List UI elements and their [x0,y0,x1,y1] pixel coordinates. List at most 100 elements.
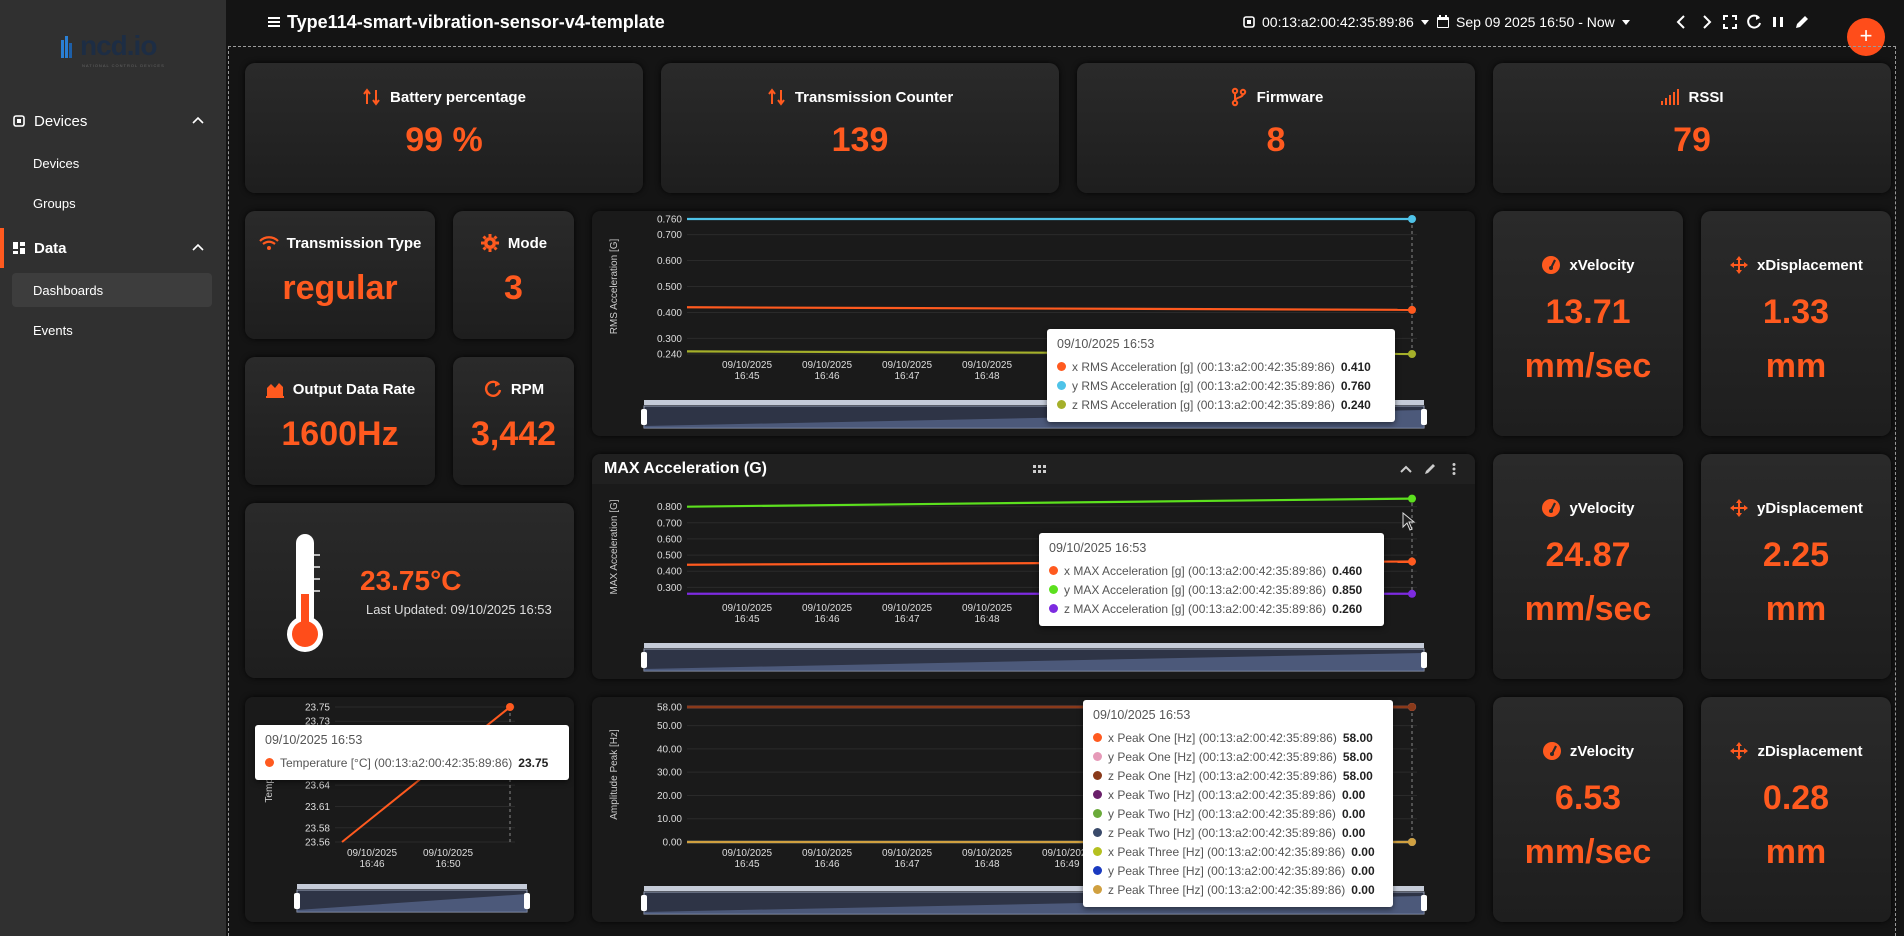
sidebar-section-data[interactable]: Data [0,228,226,268]
series-point [1408,589,1416,598]
card-title-label: yDisplacement [1757,499,1863,517]
add-widget-button[interactable]: + [1847,18,1885,56]
series-name: x MAX Acceleration [g] (00:13:a2:00:42:3… [1064,563,1327,578]
series-name: x Peak Two [Hz] (00:13:a2:00:42:35:89:86… [1108,787,1336,802]
series-point [1408,557,1416,566]
card-z-displacement: zDisplacement 0.28 mm [1701,697,1891,922]
rms-acceleration-chart[interactable]: RMS Acceleration [G] 0.760 0.700 0.600 0.500… [592,211,1475,436]
card-output-data-rate: Output Data Rate 1600Hz [245,357,435,485]
chevron-right-icon[interactable] [1698,14,1714,30]
sidebar-item-devices[interactable]: Devices [33,155,80,171]
x-tick-label: 09/10/2025 [722,603,772,614]
x-tick-label: 16:47 [894,614,919,625]
card-rssi: RSSI 79 [1493,63,1891,193]
y-tick-label: 23.75 [305,703,330,714]
card-title: yDisplacement [1701,498,1891,518]
x-tick-label: 16:48 [974,859,999,870]
card-x-velocity: xVelocity 13.71 mm/sec [1493,211,1683,436]
tooltip-row: x Peak Three [Hz] (00:13:a2:00:42:35:89:… [1093,842,1383,861]
y-tick-label: 0.500 [657,551,682,562]
card-title-label: Firmware [1256,88,1324,106]
series-name: y MAX Acceleration [g] (00:13:a2:00:42:3… [1064,582,1327,597]
dashboard-title: Type114-smart-vibration-sensor-v4-templa… [287,12,665,32]
series-point [1408,703,1416,711]
y-tick-label: 0.700 [657,518,682,529]
y-tick-label: 0.240 [657,350,682,361]
navigator-handle-left [641,409,647,425]
card-title: Firmware [1077,87,1475,107]
sidebar-item-groups[interactable]: Groups [33,195,76,211]
card-transmission-type: Transmission Type regular [245,211,435,339]
battery-value: 99 % [405,121,483,159]
sidebar-section-devices[interactable]: Devices [0,101,226,141]
pause-icon[interactable] [1770,14,1786,30]
y-displacement-unit: mm [1765,590,1827,628]
series-value: 58.00 [1342,768,1373,783]
y-tick-label: 0.00 [663,838,683,849]
gauge-icon [1542,256,1561,274]
device-selector[interactable]: 00:13:a2:00:42:35:89:86 [1242,14,1430,30]
tooltip-row: x RMS Acceleration [g] (00:13:a2:00:42:3… [1057,357,1385,376]
collapse-icon[interactable] [1399,462,1413,476]
refresh-icon[interactable] [1746,14,1762,30]
transmission-type-value: regular [282,269,398,307]
series-value: 23.75 [518,755,549,770]
sidebar: ncd.io NATIONAL CONTROL DEVICES Devices … [0,0,226,936]
x-tick-label: 16:47 [894,371,919,382]
fullscreen-icon[interactable] [1722,14,1738,30]
counter-value: 139 [831,121,889,159]
navigator-handle-right [1421,409,1427,425]
chevron-up-icon[interactable] [192,242,204,254]
sidebar-item-dashboards[interactable]: Dashboards [12,273,212,307]
x-tick-label: 09/10/2025 [882,360,932,371]
gauge-icon [1542,499,1561,517]
z-displacement-value: 0.28 [1762,779,1830,817]
series-name: Temperature [°C] (00:13:a2:00:42:35:89:8… [280,755,513,770]
signal-bars-icon [1661,89,1680,105]
tooltip-time: 09/10/2025 16:53 [1049,541,1147,555]
card-mode: Mode 3 [453,211,574,339]
navigator-scrollbar [297,884,527,889]
legend-dot [1093,809,1102,818]
edit-pencil-icon[interactable] [1794,14,1810,30]
card-title: zDisplacement [1701,741,1891,761]
series-value: 0.410 [1340,359,1371,374]
x-tick-label: 16:45 [734,371,759,382]
chevron-left-icon[interactable] [1674,14,1690,30]
series-value: 0.00 [1351,882,1375,897]
tooltip-row: x Peak Two [Hz] (00:13:a2:00:42:35:89:86… [1093,785,1383,804]
tooltip-row: y Peak Three [Hz] (00:13:a2:00:42:35:89:… [1093,861,1383,880]
temperature-last-updated: Last Updated: 09/10/2025 16:53 [366,602,552,617]
x-tick-label: 09/10/2025 [962,603,1012,614]
card-title: xDisplacement [1701,255,1891,275]
chevron-up-icon[interactable] [192,115,204,127]
tooltip-time: 09/10/2025 16:53 [1057,337,1155,351]
time-range-selector[interactable]: Sep 09 2025 16:50 - Now [1436,14,1631,30]
card-title-label: zDisplacement [1757,742,1863,760]
edit-pencil-icon[interactable] [1423,462,1437,476]
chart-header: MAX Acceleration (G) [592,454,1475,484]
tooltip-time: 09/10/2025 16:53 [1093,708,1191,722]
more-vertical-icon[interactable] [1447,462,1461,476]
y-tick-label: 23.64 [305,781,330,792]
x-tick-label: 16:47 [894,859,919,870]
legend-dot [1057,381,1066,390]
card-z-velocity: zVelocity 6.53 mm/sec [1493,697,1683,922]
drag-handle-icon[interactable] [1033,463,1047,475]
series-value: 0.850 [1332,582,1363,597]
x-tick-label: 09/10/2025 [962,360,1012,371]
sidebar-item-events[interactable]: Events [33,322,73,338]
output-data-rate-value: 1600Hz [281,415,399,453]
series-name: z MAX Acceleration [g] (00:13:a2:00:42:3… [1064,601,1327,616]
x-tick-label: 09/10/2025 [423,848,473,859]
y-displacement-value: 2.25 [1762,536,1830,574]
hamburger-menu-icon[interactable] [268,16,280,28]
navigator-handle-right [524,893,530,909]
branch-icon [1231,87,1246,107]
sidebar-section-label: Data [34,239,67,257]
caret-down-icon [1621,20,1630,25]
y-tick-label: 23.56 [305,838,330,849]
ncd-logo[interactable]: ncd.io NATIONAL CONTROL DEVICES [60,30,170,68]
series-name: x Peak One [Hz] (00:13:a2:00:42:35:89:86… [1108,730,1337,745]
temperature-value: 23.75°C [360,565,462,596]
